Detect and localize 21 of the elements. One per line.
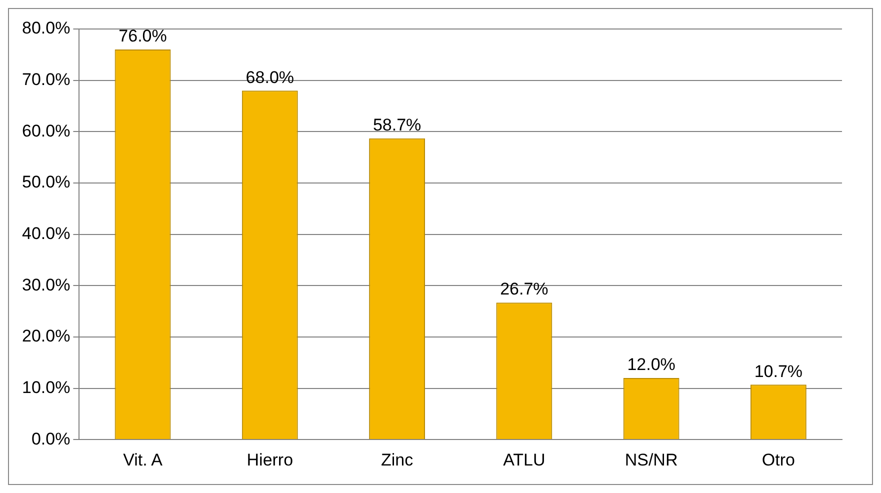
data-label: 26.7%	[500, 280, 548, 299]
x-tick-label: Vit. A	[123, 450, 164, 470]
x-tick-label: Otro	[762, 450, 795, 470]
y-tick-label: 60.0%	[22, 121, 70, 140]
data-label: 68.0%	[246, 68, 294, 87]
y-tick-label: 70.0%	[22, 70, 70, 90]
data-label: 76.0%	[118, 26, 167, 46]
data-label: 58.7%	[372, 116, 422, 135]
x-tick-label: Hierro	[246, 450, 294, 470]
y-tick-label: 30.0%	[22, 275, 70, 294]
y-tick-label: 50.0%	[22, 172, 70, 192]
data-label: 12.0%	[627, 355, 676, 374]
x-tick-label: ATLU	[503, 450, 546, 470]
y-tick-label: 0.0%	[31, 429, 70, 448]
y-tick-label: 10.0%	[22, 378, 70, 397]
x-tick-label: NS/NR	[624, 450, 678, 470]
y-tick-label: 20.0%	[22, 326, 70, 346]
y-tick-label: 40.0%	[22, 224, 70, 243]
data-label: 10.7%	[754, 362, 803, 381]
x-tick-label: Zinc	[380, 450, 414, 470]
y-tick-label: 80.0%	[22, 18, 70, 38]
